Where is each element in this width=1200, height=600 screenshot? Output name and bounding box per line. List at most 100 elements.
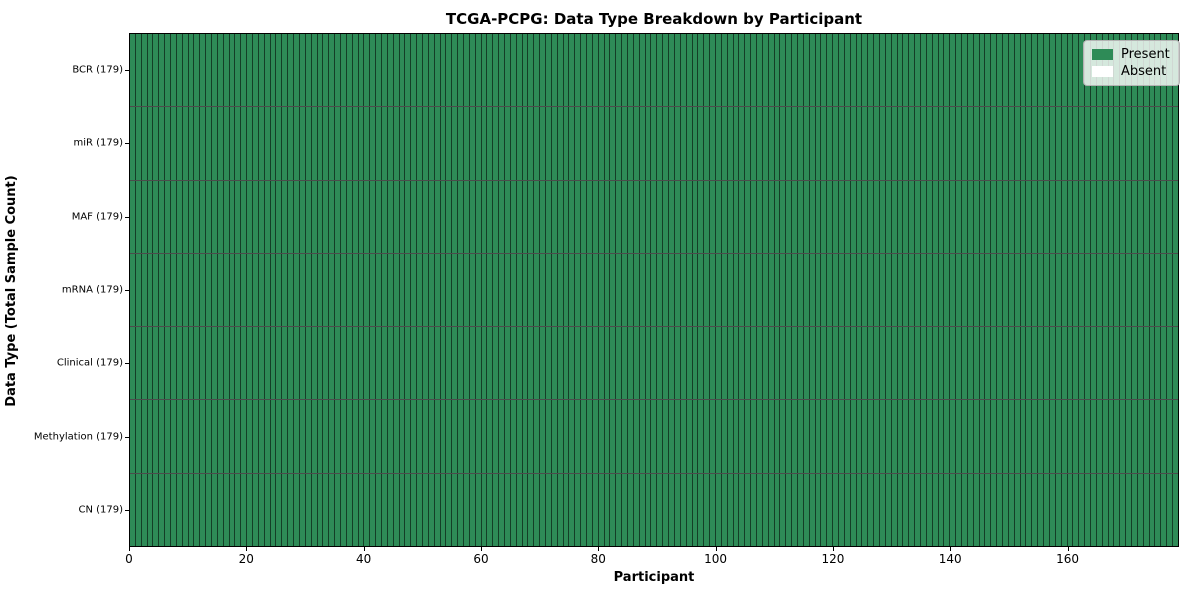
heatmap-cell: [1137, 180, 1144, 253]
heatmap-cell: [973, 180, 980, 253]
heatmap-cell: [540, 180, 547, 253]
heatmap-cell: [885, 327, 892, 400]
heatmap-cell: [926, 107, 933, 180]
heatmap-cell: [897, 253, 904, 327]
heatmap-cell: [171, 180, 177, 253]
heatmap-cell: [563, 107, 570, 180]
heatmap-cell: [147, 327, 154, 400]
heatmap-cell: [481, 180, 488, 253]
heatmap-cell: [1044, 253, 1050, 327]
heatmap-cell: [932, 107, 939, 180]
heatmap-cell: [153, 180, 160, 253]
heatmap-cell: [1108, 400, 1115, 473]
heatmap-cell: [516, 253, 523, 327]
heatmap-cell: [282, 107, 289, 180]
heatmap-cell: [411, 253, 418, 327]
heatmap-cell: [1073, 400, 1080, 473]
heatmap-cell: [844, 107, 851, 180]
heatmap-cell: [241, 327, 248, 400]
heatmap-cell: [721, 400, 728, 473]
heatmap-row: [130, 253, 1178, 328]
heatmap-cell: [768, 107, 775, 180]
heatmap-cell: [135, 400, 142, 473]
heatmap-cell: [294, 253, 300, 327]
heatmap-cell: [815, 400, 822, 473]
heatmap-cell: [458, 473, 464, 546]
heatmap-cell: [499, 107, 505, 180]
x-tick-mark: [480, 547, 482, 551]
heatmap-cell: [903, 400, 910, 473]
heatmap-cell: [247, 473, 254, 546]
heatmap-cell: [159, 107, 166, 180]
heatmap-cell: [212, 180, 218, 253]
heatmap-cell: [487, 34, 494, 107]
heatmap-cell: [633, 180, 640, 253]
heatmap-cell: [1143, 107, 1150, 180]
heatmap-cell: [1172, 400, 1178, 473]
heatmap-cell: [985, 180, 992, 253]
heatmap-cell: [434, 473, 441, 546]
heatmap-cell: [1014, 180, 1021, 253]
heatmap-cell: [838, 107, 845, 180]
heatmap-cell: [493, 473, 500, 546]
heatmap-cell: [528, 253, 535, 327]
heatmap-cell: [915, 473, 922, 546]
heatmap-cell: [159, 400, 166, 473]
heatmap-cell: [212, 473, 218, 546]
heatmap-cell: [903, 253, 910, 327]
heatmap-cell: [1137, 327, 1144, 400]
heatmap-cell: [487, 473, 494, 546]
heatmap-cell: [551, 400, 558, 473]
heatmap-cell: [792, 400, 798, 473]
heatmap-cell: [1073, 327, 1080, 400]
heatmap-cell: [991, 473, 998, 546]
heatmap-cell: [616, 253, 623, 327]
heatmap-cell: [628, 253, 634, 327]
heatmap-cell: [645, 473, 652, 546]
heatmap-cell: [874, 34, 880, 107]
heatmap-cell: [950, 107, 957, 180]
heatmap-cell: [751, 253, 757, 327]
heatmap-cell: [370, 180, 377, 253]
heatmap-cell: [651, 34, 658, 107]
heatmap-cell: [633, 400, 640, 473]
heatmap-cell: [727, 473, 734, 546]
heatmap-cell: [206, 34, 213, 107]
heatmap-cell: [305, 34, 312, 107]
heatmap-cell: [434, 400, 441, 473]
heatmap-cell: [569, 253, 576, 327]
heatmap-cell: [323, 180, 330, 253]
heatmap-cell: [797, 34, 804, 107]
x-tick-mark: [1067, 547, 1069, 551]
heatmap-cell: [610, 400, 617, 473]
heatmap-cell: [827, 107, 834, 180]
heatmap-cell: [446, 253, 453, 327]
heatmap-cell: [616, 400, 623, 473]
heatmap-cell: [1014, 327, 1021, 400]
heatmap-cell: [130, 400, 136, 473]
heatmap-cell: [434, 180, 441, 253]
heatmap-cell: [710, 327, 716, 400]
heatmap-cell: [1073, 253, 1080, 327]
heatmap-cell: [850, 253, 857, 327]
heatmap-cell: [340, 253, 347, 327]
heatmap-cell: [1038, 253, 1045, 327]
heatmap-cell: [499, 253, 505, 327]
x-tick-label: 120: [821, 552, 845, 566]
heatmap-cell: [1096, 107, 1103, 180]
heatmap-cell: [803, 34, 810, 107]
heatmap-cell: [1026, 34, 1033, 107]
heatmap-cell: [739, 473, 746, 546]
heatmap-cell: [903, 327, 910, 400]
heatmap-cell: [200, 473, 207, 546]
heatmap-cell: [346, 107, 353, 180]
heatmap-cell: [727, 107, 734, 180]
heatmap-cell: [745, 400, 752, 473]
heatmap-cell: [475, 327, 482, 400]
heatmap-cell: [241, 180, 248, 253]
heatmap-cell: [622, 107, 629, 180]
heatmap-cell: [962, 473, 968, 546]
heatmap-cell: [217, 253, 224, 327]
heatmap-cell: [522, 180, 529, 253]
heatmap-cell: [938, 180, 945, 253]
